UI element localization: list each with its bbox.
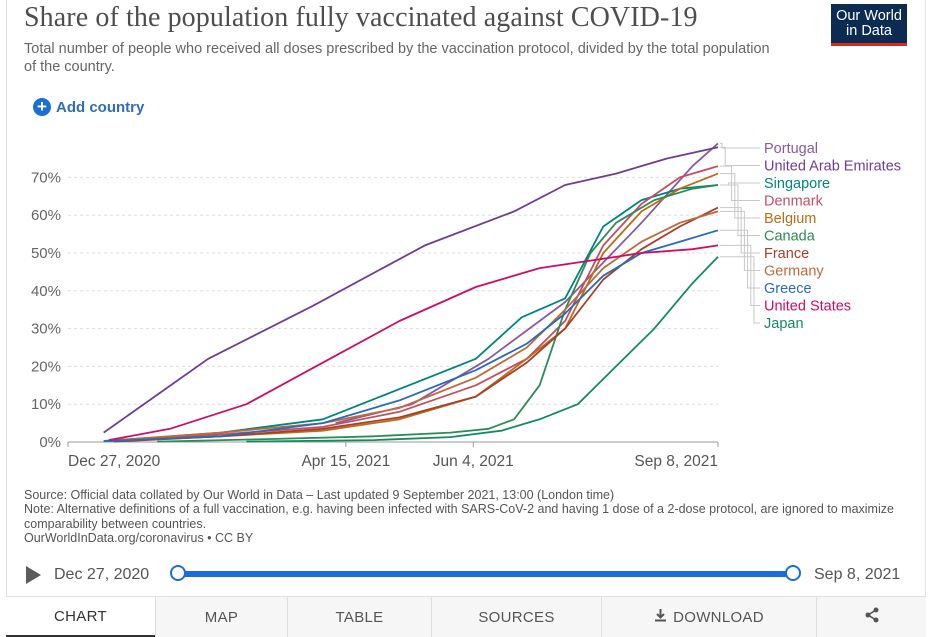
legend-label[interactable]: Denmark (764, 194, 824, 210)
tab-chart[interactable]: CHART (6, 597, 155, 637)
legend-label[interactable]: Greece (764, 281, 812, 297)
legend-label[interactable]: United Arab Emirates (764, 159, 901, 175)
chart-footnote: Source: Official data collated by Our Wo… (24, 488, 904, 545)
legend-connector (720, 244, 760, 306)
legend-label[interactable]: Portugal (764, 141, 818, 157)
y-tick-label: 70% (31, 169, 61, 186)
series-line[interactable] (157, 184, 719, 443)
logo-line-2: in Data (846, 23, 892, 39)
legend-label[interactable]: Germany (764, 264, 824, 280)
series-line[interactable] (103, 210, 719, 442)
add-country-button[interactable]: + Add country (33, 96, 144, 118)
legend-connector (720, 184, 760, 236)
series-line[interactable] (335, 142, 719, 424)
timeline-end-label: Sep 8, 2021 (814, 566, 901, 583)
tab-sources[interactable]: SOURCES (431, 597, 601, 637)
x-tick-label: Dec 27, 2020 (68, 453, 161, 470)
series-line[interactable] (108, 244, 719, 441)
line-chart: 0% 10% 20% 30% 40% 50% 60% 70% Dec 27, 2020 Apr 1… (31, 141, 901, 470)
source-link[interactable]: OurWorldInData.org/coronavirus • CC BY (24, 530, 254, 545)
x-tick-label: Apr 15, 2021 (301, 453, 390, 470)
timeline-end-handle[interactable] (785, 565, 801, 581)
legend-connector (720, 210, 760, 271)
series-line[interactable] (113, 206, 719, 443)
series-line[interactable] (113, 172, 719, 443)
timeline-start-label: Dec 27, 2020 (54, 566, 150, 583)
play-icon[interactable] (26, 566, 41, 584)
timeline-start-handle[interactable] (170, 565, 186, 581)
legend-connector (720, 142, 760, 149)
y-tick-label: 40% (31, 283, 61, 300)
chart-frame (6, 0, 926, 637)
owid-logo[interactable]: Our World in Data (831, 4, 907, 46)
y-tick-label: 60% (31, 207, 61, 224)
note-text: Note: Alternative definitions of a full … (24, 502, 894, 531)
tab-download-label: DOWNLOAD (673, 608, 764, 626)
tab-download[interactable]: DOWNLOAD (601, 597, 816, 637)
legend-label[interactable]: Belgium (764, 211, 816, 227)
legend-connector (720, 146, 760, 166)
y-tick-label: 0% (39, 434, 61, 451)
legend-label[interactable]: United States (764, 299, 851, 315)
legend-label[interactable]: Japan (764, 316, 804, 332)
tab-map-label: MAP (204, 608, 239, 626)
share-button[interactable] (816, 597, 926, 637)
legend-connector (720, 256, 760, 324)
x-tick-label: Jun 4, 2021 (433, 453, 514, 470)
tab-chart-label: CHART (54, 607, 107, 625)
series-line[interactable] (246, 256, 719, 443)
tab-table-label: TABLE (335, 608, 384, 626)
tab-table[interactable]: TABLE (287, 597, 431, 637)
tab-bar: CHART MAP TABLE SOURCES DOWNLOAD (6, 596, 926, 637)
legend-label[interactable]: Canada (764, 229, 816, 245)
y-tick-label: 50% (31, 245, 61, 262)
y-tick-label: 30% (31, 321, 61, 338)
legend-label[interactable]: France (764, 246, 809, 262)
logo-red-bar (831, 43, 907, 46)
series-line[interactable] (113, 165, 719, 442)
source-text: Source: Official data collated by Our Wo… (24, 488, 615, 502)
series-line[interactable] (103, 229, 719, 443)
legend-label[interactable]: Singapore (764, 176, 830, 192)
download-icon (654, 608, 667, 626)
share-icon (864, 607, 880, 627)
legend-connector (720, 165, 760, 201)
tab-sources-label: SOURCES (478, 608, 555, 626)
plus-icon: + (33, 98, 51, 116)
add-country-label: Add country (56, 98, 145, 116)
series-line[interactable] (103, 146, 719, 434)
logo-line-1: Our World (836, 8, 902, 24)
legend-connector (720, 173, 760, 219)
x-tick-label: Sep 8, 2021 (634, 453, 718, 470)
page-title: Share of the population fully vaccinated… (24, 2, 698, 33)
series-line[interactable] (118, 184, 719, 441)
timeline-track[interactable] (178, 571, 793, 577)
y-tick-label: 20% (31, 358, 61, 375)
chart-subtitle: Total number of people who received all … (24, 41, 770, 75)
tab-map[interactable]: MAP (155, 597, 287, 637)
y-tick-label: 10% (31, 396, 61, 413)
